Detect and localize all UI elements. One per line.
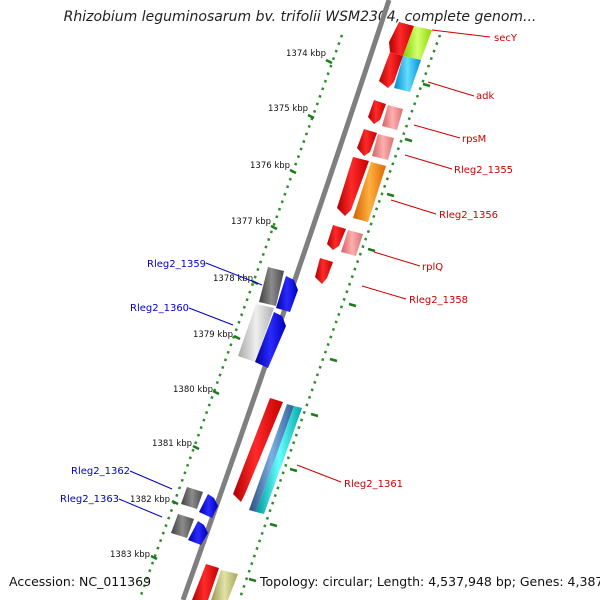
gene-label-Rleg2_1360: Rleg2_1360 (130, 303, 189, 314)
cds-Rleg2_1362[interactable] (199, 494, 218, 518)
tick-mark-inner (270, 224, 278, 231)
leader-Rleg2_1360 (188, 307, 234, 326)
gene-label-Rleg2_1362: Rleg2_1362 (71, 466, 130, 477)
cds-Rleg2_1361-b[interactable] (256, 406, 302, 514)
tick-label: 1379 kbp (193, 330, 233, 340)
tick-mark-outer (386, 192, 395, 198)
outer-tick-group (248, 82, 431, 583)
tick-mark-inner (307, 113, 315, 120)
gene-label-Rleg2_1355: Rleg2_1355 (454, 165, 513, 176)
gene-Rleg2_1359[interactable] (259, 267, 284, 306)
cds-Rleg2_1359[interactable] (276, 276, 298, 312)
tick-ring-inner (138, 34, 344, 599)
gene-label-Rleg2_1359: Rleg2_1359 (147, 259, 206, 270)
tick-mark-outer (269, 522, 278, 528)
leader-Rleg2_1363 (118, 498, 163, 518)
gene-next-red[interactable] (192, 564, 219, 600)
gene-Rleg2_1361[interactable] (233, 398, 283, 502)
leader-Rleg2_1361 (296, 464, 342, 483)
leader-rplQ (373, 251, 421, 267)
tick-label: 1380 kbp (173, 385, 213, 395)
tick-mark-inner (212, 389, 220, 396)
tick-label: 1374 kbp (286, 49, 326, 59)
gene-labels: secY adk rpsM Rleg2_1355 Rleg2_1356 rplQ… (60, 33, 518, 505)
tick-mark-outer (329, 357, 338, 363)
gene-Rleg2_1355[interactable] (357, 129, 377, 156)
leader-adk (427, 81, 475, 97)
leader-Rleg2_1356 (390, 199, 437, 215)
reverse-strand-genes (171, 267, 298, 545)
tick-mark-inner (192, 444, 200, 451)
tick-mark-inner (325, 58, 333, 65)
tick-group: 1374 kbp 1375 kbp 1376 kbp 1377 kbp 1378… (110, 49, 333, 561)
leader-secY (431, 29, 491, 38)
map-title: Rhizobium leguminosarum bv. trifolii WSM… (63, 9, 537, 25)
gene-rplQ[interactable] (327, 225, 346, 250)
cds-secY[interactable] (403, 26, 432, 60)
tick-mark-inner (233, 334, 241, 341)
forward-strand-genes (192, 22, 432, 600)
tick-label: 1375 kbp (268, 104, 308, 114)
gene-label-Rleg2_1356: Rleg2_1356 (439, 210, 498, 221)
gene-label-rpsM: rpsM (462, 134, 486, 145)
cds-rplQ[interactable] (341, 230, 363, 256)
gene-label-Rleg2_1363: Rleg2_1363 (60, 494, 119, 505)
cds-adk[interactable] (394, 56, 421, 92)
tick-mark-outer (367, 247, 376, 253)
leader-Rleg2_1362 (129, 470, 173, 490)
tick-label: 1382 kbp (130, 495, 170, 505)
gene-label-adk: adk (476, 91, 494, 102)
topology-label: Topology: circular; Length: 4,537,948 bp… (260, 574, 600, 589)
tick-mark-inner (171, 499, 179, 506)
gene-Rleg2_1358[interactable] (315, 258, 333, 284)
leader-Rleg2_1359 (205, 262, 263, 286)
cds-Rleg2_1363[interactable] (188, 521, 208, 545)
gene-label-Rleg2_1361: Rleg2_1361 (344, 479, 403, 490)
tick-mark-outer (422, 82, 431, 88)
tick-mark-inner (289, 168, 297, 175)
cds-Rleg2_1361-a[interactable] (249, 404, 294, 512)
tick-mark-outer (248, 577, 257, 583)
tick-mark-outer (348, 302, 357, 308)
gene-label-secY: secY (494, 33, 518, 44)
gene-Rleg2_1363[interactable] (171, 514, 194, 538)
tick-label: 1378 kbp (213, 274, 253, 284)
tick-label: 1376 kbp (250, 161, 290, 171)
gene-secY[interactable] (389, 22, 414, 56)
gene-adk[interactable] (379, 52, 403, 88)
label-leaders (118, 29, 491, 518)
accession-label: Accession: NC_011369 (9, 574, 152, 589)
leader-Rleg2_1355 (404, 154, 453, 170)
cds-Rleg2_1360[interactable] (255, 312, 286, 368)
gene-Rleg2_1356[interactable] (337, 157, 369, 216)
cds-rpsM[interactable] (382, 105, 403, 130)
gene-rpsM[interactable] (368, 100, 386, 124)
tick-mark-outer (404, 137, 413, 143)
tick-mark-inner (150, 554, 158, 561)
gene-Rleg2_1362[interactable] (181, 487, 203, 509)
cds-Rleg2_1355[interactable] (372, 134, 394, 160)
tick-label: 1383 kbp (110, 550, 150, 560)
gene-Rleg2_1360[interactable] (238, 304, 274, 362)
cds-next-olive[interactable] (211, 570, 238, 600)
gene-label-Rleg2_1358: Rleg2_1358 (409, 295, 468, 306)
tick-mark-outer (289, 467, 298, 473)
leader-rpsM (413, 124, 461, 139)
leader-Rleg2_1358 (361, 285, 407, 300)
gene-label-rplQ: rplQ (422, 262, 443, 273)
cds-Rleg2_1356[interactable] (353, 162, 386, 222)
tick-mark-outer (310, 412, 319, 418)
tick-label: 1381 kbp (152, 439, 192, 449)
tick-label: 1377 kbp (231, 217, 271, 227)
